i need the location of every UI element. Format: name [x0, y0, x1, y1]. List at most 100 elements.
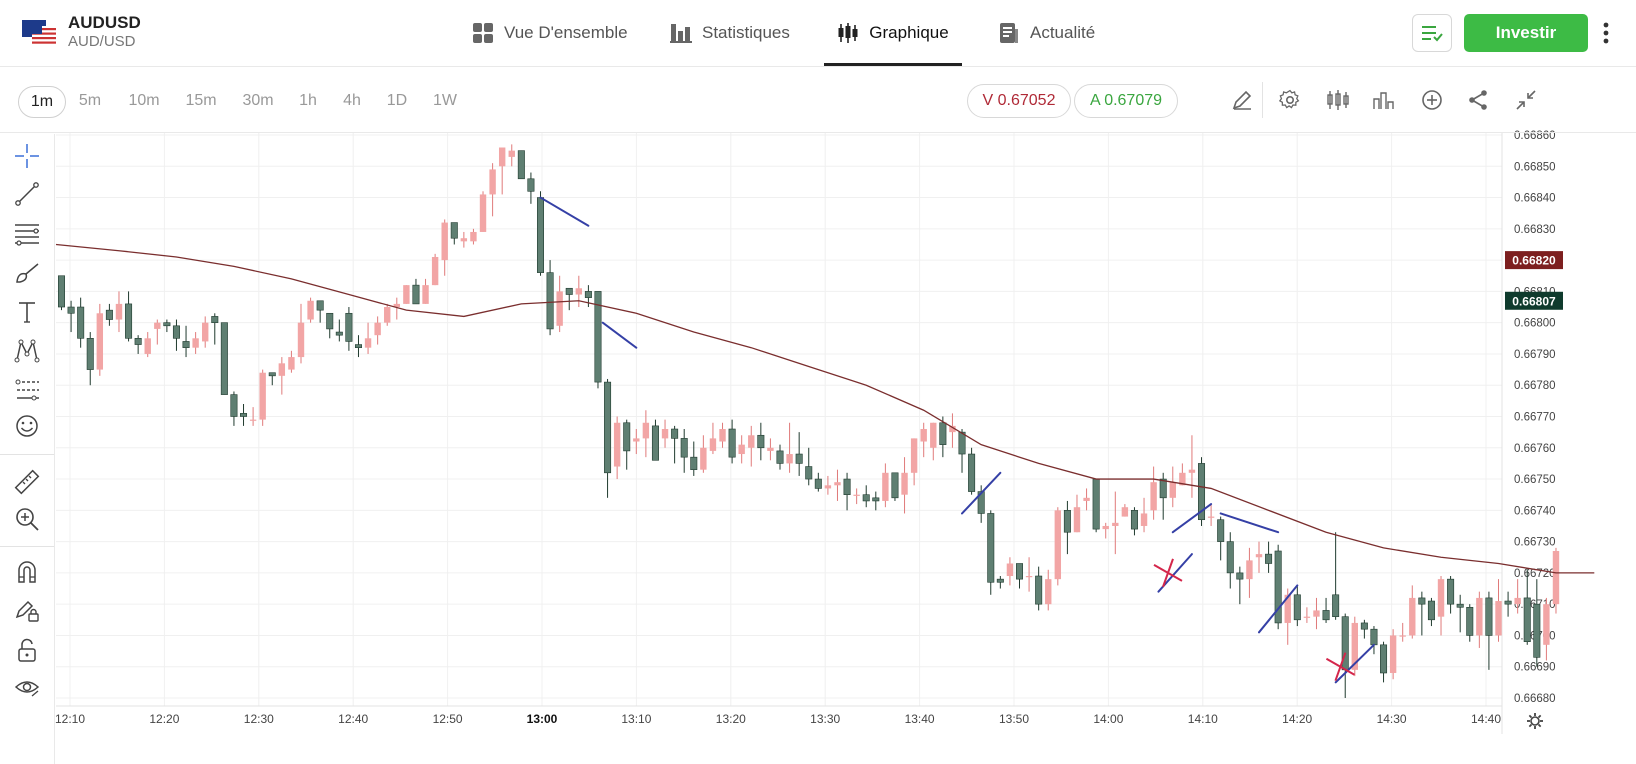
fib-tool[interactable] [12, 219, 42, 249]
visibility-tool[interactable] [12, 672, 42, 702]
buy-price-button[interactable]: A 0.67079 [1074, 84, 1178, 118]
more-options-icon[interactable] [1600, 18, 1612, 48]
candle-body [116, 304, 122, 320]
candle-body [930, 423, 936, 448]
chart-type-button[interactable] [1322, 84, 1354, 116]
candle-body [259, 373, 265, 420]
y-tick-label: 0.66840 [1514, 193, 1556, 205]
candle-body [834, 482, 840, 485]
unlock-tool[interactable] [12, 635, 42, 665]
axis-settings-icon[interactable] [1529, 725, 1531, 727]
candle-body [374, 323, 380, 336]
pattern-tool[interactable] [12, 336, 42, 366]
timeframe-15m[interactable]: 15m [182, 86, 220, 116]
candle-body [154, 323, 160, 329]
candle-body [758, 435, 764, 448]
candle-body [576, 288, 582, 294]
drawing-trendline[interactable] [603, 323, 637, 348]
y-tick-label: 0.66830 [1514, 224, 1556, 236]
brush-tool[interactable] [12, 258, 42, 288]
candle-body [959, 432, 965, 454]
candle-body [719, 429, 725, 442]
timeframe-1h[interactable]: 1h [296, 86, 320, 116]
candle-body [624, 423, 630, 451]
timeframe-1d[interactable]: 1D [384, 86, 410, 116]
candle-body [183, 341, 189, 347]
candle-body [844, 479, 850, 495]
candle-body [671, 429, 677, 438]
candle-body [997, 579, 1003, 582]
axis-settings-icon[interactable] [1539, 725, 1541, 727]
candle-body [1093, 479, 1099, 529]
candle-body [1400, 635, 1406, 636]
candle-body [988, 513, 994, 582]
timeframe-1m[interactable]: 1m [18, 86, 66, 118]
zoom-tool[interactable] [12, 504, 42, 534]
trendline-tool[interactable] [12, 179, 42, 209]
text-tool[interactable] [12, 297, 42, 327]
drawing-trendline[interactable] [1221, 513, 1278, 532]
sell-price-button[interactable]: V 0.67052 [967, 84, 1071, 118]
invest-button[interactable]: Investir [1464, 14, 1588, 52]
top-bar: AUDUSD AUD/USD Vue D'ensemble Statistiqu… [0, 0, 1636, 67]
tab-news[interactable]: Actualité [998, 0, 1095, 66]
tab-chart[interactable]: Graphique [824, 0, 962, 66]
candle-body [921, 429, 927, 442]
candle-body [470, 232, 476, 241]
candle-body [1380, 645, 1386, 673]
gear-icon [1279, 89, 1301, 111]
candle-body [1246, 560, 1252, 579]
candle-body [547, 273, 553, 329]
candle-body [1524, 598, 1530, 642]
fib-icon [14, 221, 40, 247]
settings-button[interactable] [1274, 84, 1306, 116]
candle-body [432, 257, 438, 285]
watchlist-button[interactable] [1412, 14, 1452, 52]
candle-body [1371, 629, 1377, 645]
forecast-tool[interactable] [12, 375, 42, 405]
tab-overview[interactable]: Vue D'ensemble [472, 0, 628, 66]
timeframe-10m[interactable]: 10m [125, 86, 163, 116]
drawing-trendline[interactable] [1173, 504, 1211, 532]
candle-body [1294, 595, 1300, 620]
timeframe-4h[interactable]: 4h [339, 86, 365, 116]
tab-statistics[interactable]: Statistiques [670, 0, 790, 66]
timeframe-30m[interactable]: 30m [239, 86, 277, 116]
lock-pencil-icon [14, 597, 40, 623]
axis-settings-icon[interactable] [1531, 717, 1539, 725]
magnet-tool[interactable] [12, 556, 42, 586]
candle-body [566, 288, 572, 294]
timeframe-1w[interactable]: 1W [430, 86, 460, 116]
drawing-trendline[interactable] [541, 198, 589, 226]
candle-body [346, 313, 352, 341]
crosshair-tool[interactable] [12, 141, 42, 171]
lock-drawings-tool[interactable] [12, 595, 42, 625]
candle-body [1170, 482, 1176, 498]
candle-body [384, 307, 390, 323]
candle-body [298, 323, 304, 357]
collapse-button[interactable] [1510, 84, 1542, 116]
y-tick-label: 0.66790 [1514, 349, 1556, 361]
timeframe-5m[interactable]: 5m [75, 86, 105, 116]
candle-body [461, 238, 467, 241]
candle-body [1486, 598, 1492, 636]
y-tick-label: 0.66750 [1514, 474, 1556, 486]
candle-body [537, 198, 543, 273]
axis-settings-icon[interactable] [1529, 715, 1531, 717]
bar-chart-icon [670, 22, 692, 44]
candle-body [97, 313, 103, 369]
draw-button[interactable] [1226, 84, 1258, 116]
tab-chart-label: Graphique [869, 23, 948, 43]
x-tick-label: 14:00 [1093, 712, 1123, 726]
x-tick-label: 13:20 [716, 712, 746, 726]
candle-body [691, 457, 697, 470]
axis-settings-icon[interactable] [1539, 715, 1541, 717]
add-button[interactable] [1416, 84, 1448, 116]
share-button[interactable] [1462, 84, 1494, 116]
ruler-tool[interactable] [12, 467, 42, 497]
aud-usd-flag-icon [22, 20, 56, 44]
indicators-button[interactable] [1368, 84, 1400, 116]
forecast-icon [14, 377, 40, 403]
emoji-tool[interactable] [12, 411, 42, 441]
x-tick-label: 13:00 [527, 712, 558, 726]
